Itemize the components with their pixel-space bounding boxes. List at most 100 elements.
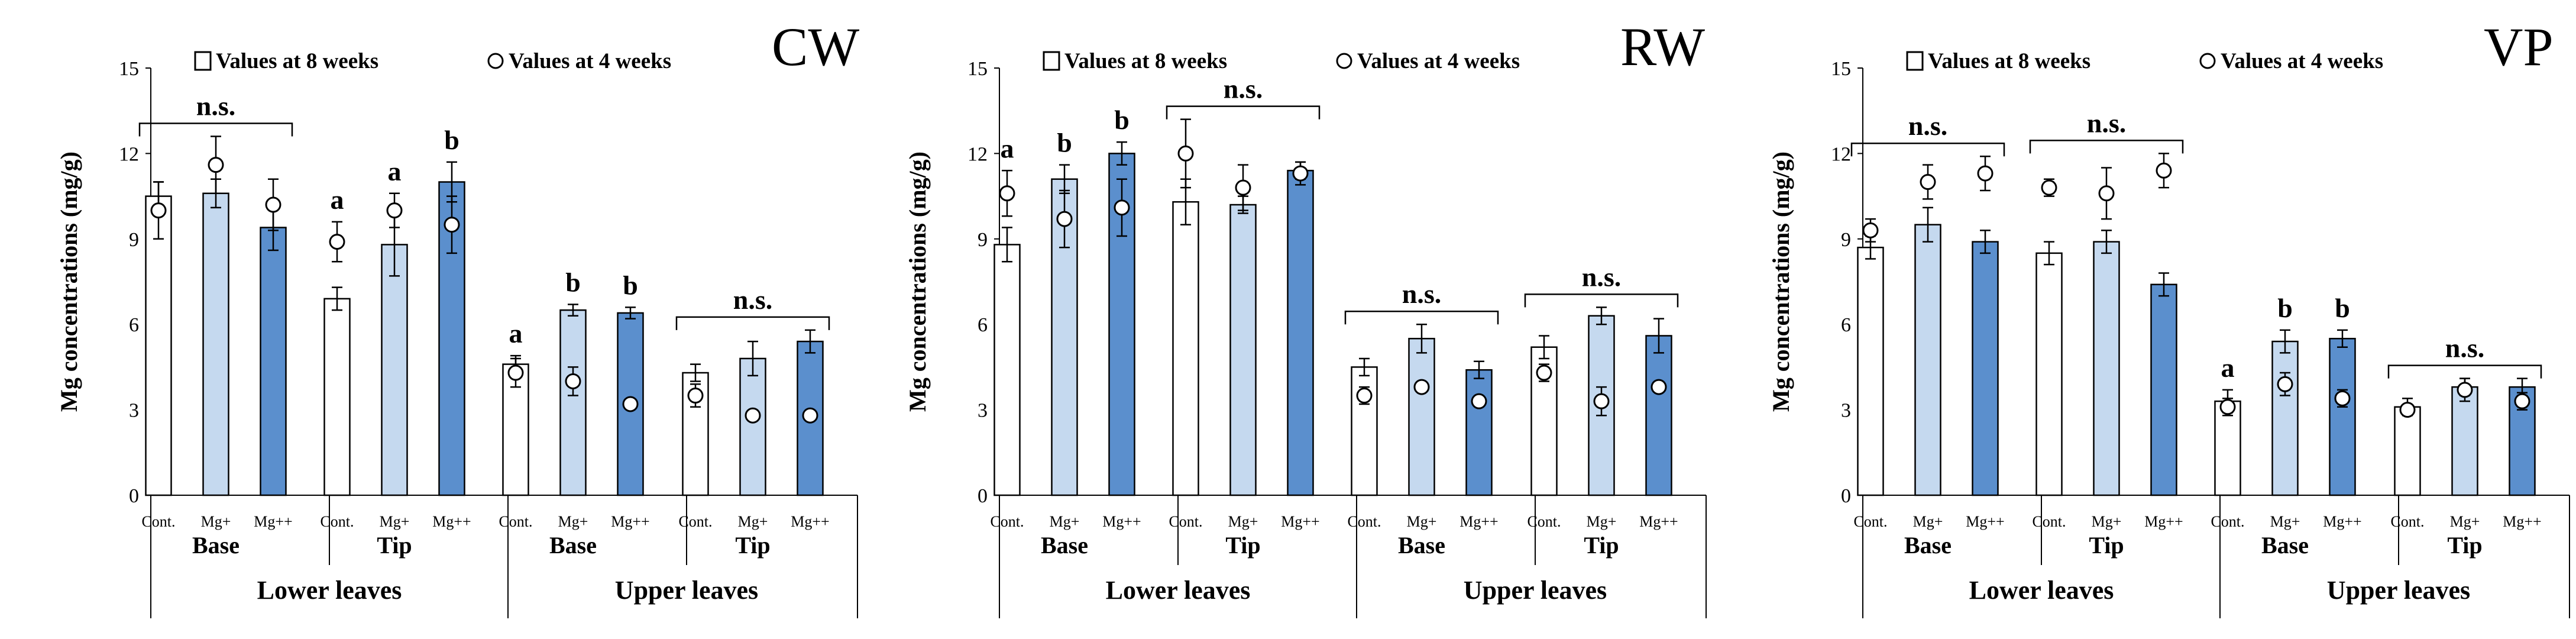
legend-circle-swatch xyxy=(2199,53,2216,69)
y-tick-label: 15 xyxy=(119,58,139,80)
x-tick-label: Mg++ xyxy=(254,513,292,530)
point-4w xyxy=(2098,185,2115,202)
x-tick-label: Mg+ xyxy=(558,513,588,530)
legend-circle-label: Values at 4 weeks xyxy=(509,49,671,73)
bar-8w-tip-2 xyxy=(381,244,408,496)
point-4w xyxy=(1292,165,1309,182)
significance-letter: a xyxy=(2221,353,2235,383)
point-4w xyxy=(507,364,524,381)
x-group-label: Base xyxy=(1904,532,1952,559)
ns-bracket xyxy=(1524,293,1679,308)
significance-letter: b xyxy=(565,267,581,298)
ns-label: n.s. xyxy=(2445,333,2484,363)
x-tick-label: Mg++ xyxy=(2144,513,2183,530)
bar-8w-base-2 xyxy=(1914,224,1941,496)
legend-bar-label: Values at 8 weeks xyxy=(1928,49,2090,73)
bar-8w-base-1 xyxy=(1857,246,1884,496)
x-tick-label: Mg+ xyxy=(380,513,410,530)
y-tick-label: 9 xyxy=(978,229,988,251)
point-4w xyxy=(265,196,281,213)
point-4w xyxy=(2399,402,2416,418)
ns-bracket xyxy=(1344,310,1499,325)
x-tick-label: Mg++ xyxy=(2323,513,2361,530)
ns-bracket xyxy=(675,316,830,330)
x-tick-label: Mg+ xyxy=(2092,513,2122,530)
point-4w xyxy=(1651,379,1667,395)
ns-label: n.s. xyxy=(1224,74,1263,104)
x-category-label-lower: Lower leaves xyxy=(1106,576,1251,605)
bar-8w-tip-1 xyxy=(1172,201,1199,496)
x-category-label-lower: Lower leaves xyxy=(1969,576,2114,605)
bar-8w-base-2 xyxy=(559,309,587,496)
point-4w xyxy=(745,407,761,424)
y-tick-label: 6 xyxy=(978,314,988,336)
x-tick-label: Mg+ xyxy=(1050,513,1080,530)
bar-8w-tip-2 xyxy=(2451,386,2478,496)
bar-8w-tip-3 xyxy=(2150,283,2177,496)
bar-8w-base-1 xyxy=(145,195,172,496)
point-4w xyxy=(150,202,167,219)
y-tick-label: 3 xyxy=(1841,400,1851,422)
point-4w xyxy=(1177,145,1194,162)
bar-8w-tip-1 xyxy=(2394,406,2421,496)
x-category-label-lower: Lower leaves xyxy=(257,576,402,605)
x-group-label: Tip xyxy=(1584,532,1619,559)
significance-letter: a xyxy=(388,156,402,186)
chart-panel-rw: 0 3 6 9 12 15 Mg concentrations (mg/g) RW Values… xyxy=(904,17,1707,618)
bar-8w-base-2 xyxy=(202,192,229,496)
point-4w xyxy=(444,217,460,233)
y-tick-label: 12 xyxy=(119,143,139,165)
ns-bracket xyxy=(138,122,293,137)
x-group-label: Base xyxy=(549,532,597,559)
x-group-label: Tip xyxy=(1225,532,1260,559)
point-4w xyxy=(386,202,403,219)
y-tick-label: 6 xyxy=(129,314,139,336)
bar-8w-tip-1 xyxy=(323,298,351,496)
point-4w xyxy=(329,234,345,250)
bar-8w-tip-1 xyxy=(2035,252,2063,496)
bar-8w-tip-3 xyxy=(1287,170,1314,496)
point-4w xyxy=(1593,393,1610,409)
x-group-label: Base xyxy=(2261,532,2309,559)
y-tick-label: 12 xyxy=(1831,143,1851,165)
x-tick-label: Mg+ xyxy=(1228,513,1258,530)
point-4w xyxy=(1471,393,1487,409)
y-axis-label: Mg concentrations (mg/g) xyxy=(904,151,931,412)
chart-panel-vp: 0 3 6 9 12 15 Mg concentrations (mg/g) VP Values… xyxy=(1768,17,2570,618)
ns-bracket xyxy=(1166,105,1321,120)
significance-letter: b xyxy=(444,125,459,155)
significance-letter: b xyxy=(2335,293,2350,323)
bar-8w-tip-2 xyxy=(2093,241,2120,496)
point-4w xyxy=(1862,222,1879,238)
bar-8w-base-1 xyxy=(2214,400,2241,496)
y-tick-label: 6 xyxy=(1841,314,1851,336)
point-4w xyxy=(802,407,818,424)
point-4w xyxy=(622,396,639,412)
ns-label: n.s. xyxy=(1582,262,1621,292)
significance-letter: b xyxy=(1057,128,1072,158)
ns-label: n.s. xyxy=(733,285,772,315)
ns-bracket xyxy=(2029,140,2184,154)
x-group-label: Base xyxy=(1398,532,1445,559)
x-tick-label: Mg+ xyxy=(2270,513,2300,530)
point-4w xyxy=(1114,199,1130,216)
point-4w xyxy=(2041,179,2057,196)
x-tick-label: Mg+ xyxy=(1587,513,1617,530)
ns-label: n.s. xyxy=(196,91,235,121)
legend-circle-label: Values at 4 weeks xyxy=(1357,49,1520,73)
point-4w xyxy=(1056,211,1073,227)
y-tick-label: 0 xyxy=(1841,485,1851,507)
x-tick-label: Cont. xyxy=(1527,513,1561,530)
x-tick-label: Cont. xyxy=(141,513,175,530)
legend-circle-swatch xyxy=(487,53,504,69)
ns-label: n.s. xyxy=(1402,279,1441,309)
legend-bar-label: Values at 8 weeks xyxy=(1064,49,1227,73)
x-category-label-upper: Upper leaves xyxy=(615,576,758,605)
x-tick-label: Mg++ xyxy=(1459,513,1498,530)
legend-bar-swatch xyxy=(1043,51,1060,71)
legend-bar-swatch xyxy=(194,51,212,71)
point-4w xyxy=(1413,379,1430,395)
x-group-label: Base xyxy=(1041,532,1088,559)
x-tick-label: Mg+ xyxy=(201,513,231,530)
x-group-label: Base xyxy=(192,532,240,559)
